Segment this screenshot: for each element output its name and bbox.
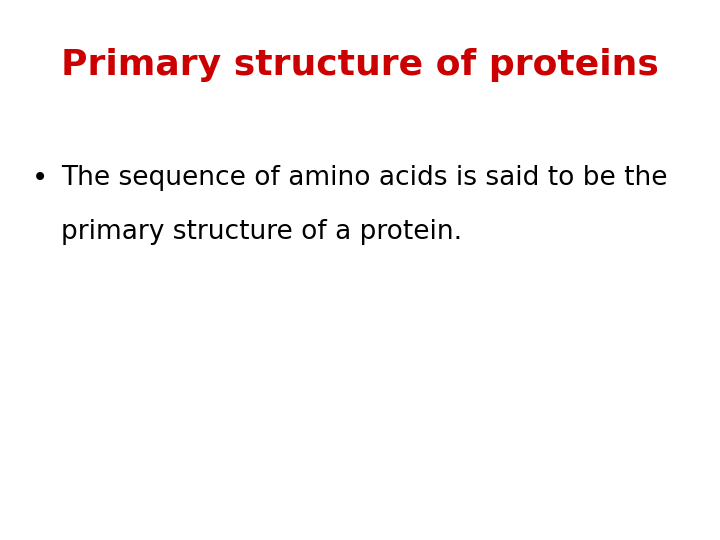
Text: The sequence of amino acids is said to be the: The sequence of amino acids is said to b… (61, 165, 667, 191)
Text: •: • (32, 164, 48, 192)
Text: Primary structure of proteins: Primary structure of proteins (61, 48, 659, 82)
Text: primary structure of a protein.: primary structure of a protein. (61, 219, 462, 245)
